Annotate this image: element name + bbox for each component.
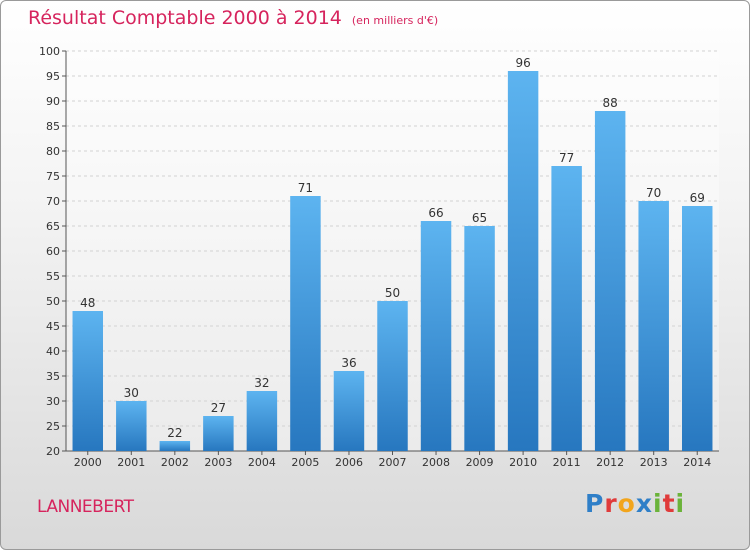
bar bbox=[507, 71, 539, 451]
x-tick-label: 2006 bbox=[335, 456, 363, 469]
bar bbox=[681, 206, 713, 451]
bar bbox=[551, 166, 582, 451]
y-tick-label: 40 bbox=[46, 345, 60, 358]
y-tick-label: 25 bbox=[46, 420, 60, 433]
data-label: 66 bbox=[428, 206, 443, 220]
y-tick-label: 60 bbox=[46, 245, 60, 258]
x-tick-label: 2010 bbox=[509, 456, 537, 469]
data-label: 69 bbox=[690, 191, 705, 205]
x-tick-label: 2004 bbox=[248, 456, 276, 469]
brand-letter: i bbox=[653, 489, 663, 518]
data-label: 32 bbox=[254, 376, 269, 390]
bar bbox=[464, 226, 495, 451]
x-tick-label: 2001 bbox=[117, 456, 145, 469]
title-block: Résultat Comptable 2000 à 2014 (en millie… bbox=[28, 7, 438, 29]
brand-letter: t bbox=[662, 489, 676, 518]
data-label: 70 bbox=[646, 186, 661, 200]
bar bbox=[333, 371, 365, 451]
y-tick-label: 30 bbox=[46, 395, 60, 408]
x-tick-label: 2013 bbox=[640, 456, 668, 469]
y-tick-label: 45 bbox=[46, 320, 60, 333]
x-tick-label: 2008 bbox=[422, 456, 450, 469]
x-tick-label: 2012 bbox=[596, 456, 624, 469]
bar bbox=[638, 201, 669, 451]
x-tick-label: 2009 bbox=[466, 456, 494, 469]
brand-letter: i bbox=[675, 489, 686, 518]
y-tick-label: 95 bbox=[46, 70, 60, 83]
y-tick-label: 100 bbox=[39, 45, 60, 58]
y-tick-label: 75 bbox=[46, 170, 60, 183]
x-tick-label: 2002 bbox=[161, 456, 189, 469]
x-tick-label: 2014 bbox=[683, 456, 711, 469]
y-tick-label: 35 bbox=[46, 370, 60, 383]
data-label: 77 bbox=[559, 151, 574, 165]
y-tick-label: 50 bbox=[46, 295, 60, 308]
bar bbox=[420, 221, 452, 451]
bar bbox=[290, 196, 321, 451]
x-tick-label: 2007 bbox=[379, 456, 407, 469]
data-label: 27 bbox=[211, 401, 226, 415]
data-label: 48 bbox=[80, 296, 95, 310]
bar bbox=[116, 401, 147, 451]
data-label: 71 bbox=[298, 181, 313, 195]
commune-name: LANNEBERT bbox=[37, 497, 134, 517]
chart-subtitle: (en milliers d'€) bbox=[351, 14, 439, 27]
brand-letter: x bbox=[635, 489, 653, 518]
bar bbox=[159, 441, 191, 451]
x-tick-label: 2000 bbox=[74, 456, 102, 469]
data-label: 50 bbox=[385, 286, 400, 300]
data-label: 30 bbox=[124, 386, 139, 400]
y-tick-label: 55 bbox=[46, 270, 60, 283]
data-label: 22 bbox=[167, 426, 182, 440]
bar bbox=[203, 416, 234, 451]
brand-logo: Proxiti bbox=[585, 489, 685, 518]
chart-title: Résultat Comptable 2000 à 2014 bbox=[28, 7, 342, 29]
bar bbox=[72, 311, 104, 451]
x-tick-label: 2003 bbox=[204, 456, 232, 469]
y-tick-label: 65 bbox=[46, 220, 60, 233]
x-tick-label: 2005 bbox=[291, 456, 319, 469]
data-label: 96 bbox=[515, 56, 530, 70]
bar bbox=[377, 301, 408, 451]
y-tick-label: 20 bbox=[46, 445, 60, 458]
brand-letter: r bbox=[604, 489, 618, 518]
data-label: 88 bbox=[603, 96, 618, 110]
data-label: 65 bbox=[472, 211, 487, 225]
y-tick-label: 80 bbox=[46, 145, 60, 158]
bar bbox=[246, 391, 278, 451]
y-tick-label: 90 bbox=[46, 95, 60, 108]
x-tick-label: 2011 bbox=[553, 456, 581, 469]
y-tick-label: 70 bbox=[46, 195, 60, 208]
data-label: 36 bbox=[341, 356, 356, 370]
y-tick-label: 85 bbox=[46, 120, 60, 133]
brand-letter: o bbox=[617, 489, 636, 518]
brand-letter: P bbox=[585, 489, 605, 518]
bar bbox=[594, 111, 626, 451]
